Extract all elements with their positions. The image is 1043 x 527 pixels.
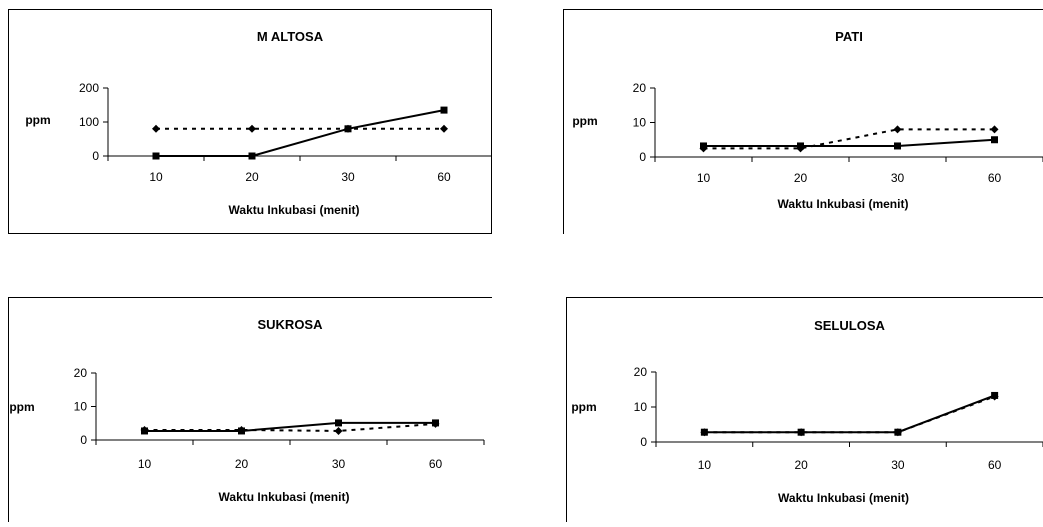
y-tick-label: 20 [633,81,647,95]
y-tick-label: 0 [640,435,647,449]
chart-title: SELULOSA [814,318,885,333]
x-tick-label: 30 [891,171,905,185]
x-axis-label: Waktu Inkubasi (menit) [219,490,350,504]
series-2-line [704,395,994,432]
y-tick-label: 10 [633,116,647,130]
chart-title: M ALTOSA [257,29,324,44]
series-2-point [238,427,245,434]
x-tick-label: 30 [891,458,905,472]
series-2-point [991,136,998,143]
series-2-point [701,429,708,436]
chart-title: PATI [835,29,863,44]
chart-pati: PATI 0 10 20 10 20 30 60 ppm Waktu Inkubasi (meni… [563,9,1043,234]
y-tick-label: 0 [92,149,99,163]
x-tick-label: 20 [245,170,259,184]
x-tick-label: 60 [437,170,451,184]
y-tick-label: 20 [634,365,648,379]
series-2-point [441,107,448,114]
series-1-point [894,125,902,133]
x-tick-label: 20 [794,458,808,472]
x-tick-label: 20 [794,171,808,185]
y-axis-label: ppm [9,400,34,414]
series-1-point [248,125,256,133]
series-1-point [152,125,160,133]
y-axis-label: ppm [572,114,597,128]
x-tick-label: 60 [988,171,1002,185]
series-2-point [798,429,805,436]
series-1-line [704,397,994,433]
x-axis-label: Waktu Inkubasi (menit) [778,491,909,505]
chart-selulosa: SELULOSA 0 10 20 10 20 30 60 ppm Waktu Inkubasi (… [566,297,1043,522]
series-2-line [156,110,444,156]
x-tick-label: 30 [341,170,355,184]
series-1-point [335,427,343,435]
y-axis-label: ppm [25,113,50,127]
x-tick-label: 60 [429,457,443,471]
series-2-point [894,142,901,149]
x-axis-label: Waktu Inkubasi (menit) [778,197,909,211]
chart-sukrosa: SUKROSA 0 10 20 10 20 30 60 ppm Waktu Inkubasi (m… [8,297,492,522]
x-tick-label: 10 [138,457,152,471]
series-2-point [894,429,901,436]
x-tick-label: 30 [332,457,346,471]
x-tick-label: 20 [235,457,249,471]
series-2-point [797,142,804,149]
x-tick-label: 10 [697,171,711,185]
chart-title: SUKROSA [257,317,323,332]
series-2-line [704,140,995,146]
chart-panel-selulosa: SELULOSA 0 10 20 10 20 30 60 ppm Waktu Inkubasi (… [566,297,1043,522]
y-axis-label: ppm [571,400,596,414]
series-2-point [249,153,256,160]
y-tick-label: 20 [74,366,88,380]
series-1-point [440,125,448,133]
x-tick-label: 10 [149,170,163,184]
series-2-point [153,153,160,160]
series-2-point [700,142,707,149]
series-2-point [335,419,342,426]
chart-maltosa: M ALTOSA 0 100 200 10 20 30 60 ppm Waktu Inkubasi… [8,9,492,234]
x-tick-label: 60 [988,458,1002,472]
chart-panel-maltosa: M ALTOSA 0 100 200 10 20 30 60 ppm Waktu Inkubasi… [8,9,492,234]
y-tick-label: 200 [79,81,99,95]
y-tick-label: 100 [79,115,99,129]
series-2-point [141,427,148,434]
chart-panel-pati: PATI 0 10 20 10 20 30 60 ppm Waktu Inkubasi (meni… [563,9,1043,234]
y-tick-label: 10 [634,400,648,414]
chart-panel-sukrosa: SUKROSA 0 10 20 10 20 30 60 ppm Waktu Inkubasi (m… [8,297,492,522]
y-tick-label: 0 [80,433,87,447]
x-tick-label: 10 [698,458,712,472]
series-2-point [991,392,998,399]
y-tick-label: 0 [639,150,646,164]
series-1-point [991,125,999,133]
series-2-point [345,125,352,132]
y-tick-label: 10 [74,400,88,414]
x-axis-label: Waktu Inkubasi (menit) [229,203,360,217]
series-2-point [432,419,439,426]
